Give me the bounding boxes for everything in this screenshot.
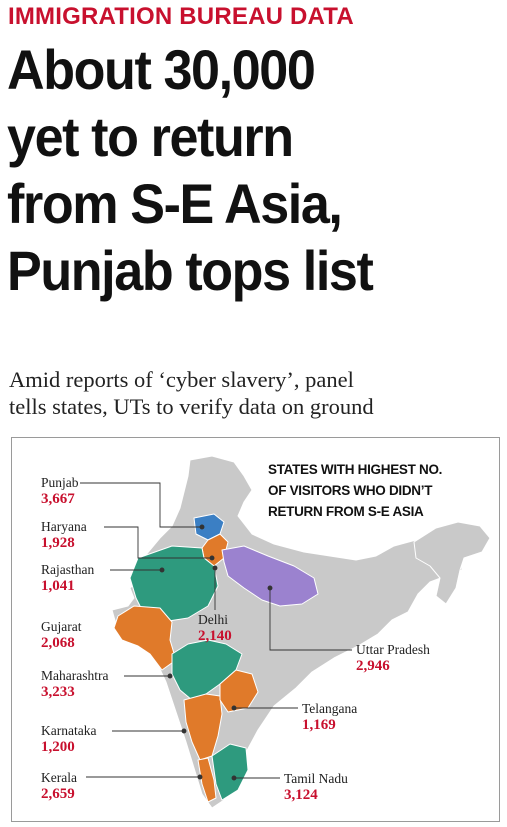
state-value: 3,667: [41, 491, 75, 507]
state-value: 3,124: [284, 787, 318, 803]
gujarat-region: [113, 605, 177, 671]
kicker: IMMIGRATION BUREAU DATA: [8, 3, 354, 30]
leader-dot-telangana: [231, 705, 237, 711]
state-label-uttar-pradesh: Uttar Pradesh 2,946: [356, 641, 430, 675]
headline-line: yet to return: [7, 105, 294, 168]
state-name: Karnataka: [41, 723, 97, 738]
state-name: Tamil Nadu: [284, 771, 348, 786]
state-value: 2,068: [41, 635, 75, 651]
state-name: Uttar Pradesh: [356, 642, 430, 657]
leader-dot-punjab: [199, 524, 205, 530]
state-label-rajasthan: Rajasthan 1,041: [41, 561, 94, 595]
subhead-line: Amid reports of ‘cyber slavery’, panel: [9, 367, 354, 392]
state-name: Haryana: [41, 519, 87, 534]
leader-dot-delhi: [212, 565, 218, 571]
state-name: Kerala: [41, 770, 77, 785]
state-name: Gujarat: [41, 619, 82, 634]
state-name: Maharashtra: [41, 668, 109, 683]
state-name: Rajasthan: [41, 562, 95, 577]
state-value: 1,200: [41, 739, 75, 755]
graphic-title-line: STATES WITH HIGHEST NO.: [268, 462, 443, 477]
headline-line: from S-E Asia,: [7, 172, 343, 235]
state-value: 2,946: [356, 658, 390, 674]
state-label-tamil-nadu: Tamil Nadu 3,124: [284, 770, 348, 804]
graphic-title: STATES WITH HIGHEST NO. OF VISITORS WHO …: [268, 459, 442, 522]
leader-dot-kerala: [197, 774, 203, 780]
state-label-punjab: Punjab 3,667: [41, 474, 79, 508]
graphic-title-line: RETURN FROM S-E ASIA: [268, 504, 424, 519]
state-label-haryana: Haryana 1,928: [41, 518, 87, 552]
kerala-region: [197, 757, 217, 803]
headline-line: About 30,000: [7, 38, 316, 101]
uttar-pradesh-region: [221, 545, 319, 607]
india-map: [80, 455, 491, 809]
state-value: 1,041: [41, 578, 75, 594]
state-name: Punjab: [41, 475, 79, 490]
state-label-maharashtra: Maharashtra 3,233: [41, 667, 108, 701]
subhead-line: tells states, UTs to verify data on grou…: [9, 394, 374, 419]
state-label-telangana: Telangana 1,169: [302, 700, 357, 734]
karnataka-region: [183, 693, 223, 761]
leader-dot-rajasthan: [159, 567, 165, 573]
leader-dot-uttar-pradesh: [267, 585, 273, 591]
northeast-shape: [413, 521, 491, 605]
leader-line-haryana: [104, 526, 212, 559]
headline-line: Punjab tops list: [7, 239, 374, 302]
leader-dot-karnataka: [181, 728, 187, 734]
state-value: 1,928: [41, 535, 75, 551]
leader-dot-maharashtra: [167, 673, 173, 679]
leader-line-punjab: [80, 482, 202, 528]
state-label-karnataka: Karnataka 1,200: [41, 722, 96, 756]
state-label-kerala: Kerala 2,659: [41, 769, 77, 803]
tamil-nadu-region: [211, 743, 249, 801]
subhead: Amid reports of ‘cyber slavery’, panel t…: [9, 366, 504, 420]
telangana-region: [219, 669, 259, 713]
headline: About 30,000 yet to return from S-E Asia…: [7, 36, 467, 304]
rajasthan-region: [129, 545, 219, 623]
infographic-map: STATES WITH HIGHEST NO. OF VISITORS WHO …: [11, 437, 500, 822]
state-value: 3,233: [41, 684, 75, 700]
state-label-delhi: Delhi 2,140: [198, 611, 232, 645]
state-name: Telangana: [302, 701, 358, 716]
state-value: 2,659: [41, 786, 75, 802]
state-value: 2,140: [198, 628, 232, 644]
leader-dot-haryana: [209, 555, 215, 561]
leader-dot-tamil-nadu: [231, 775, 237, 781]
graphic-title-line: OF VISITORS WHO DIDN’T: [268, 483, 433, 498]
state-label-gujarat: Gujarat 2,068: [41, 618, 81, 652]
state-value: 1,169: [302, 717, 336, 733]
state-name: Delhi: [198, 612, 228, 627]
leader-line-uttar-pradesh: [269, 588, 352, 651]
